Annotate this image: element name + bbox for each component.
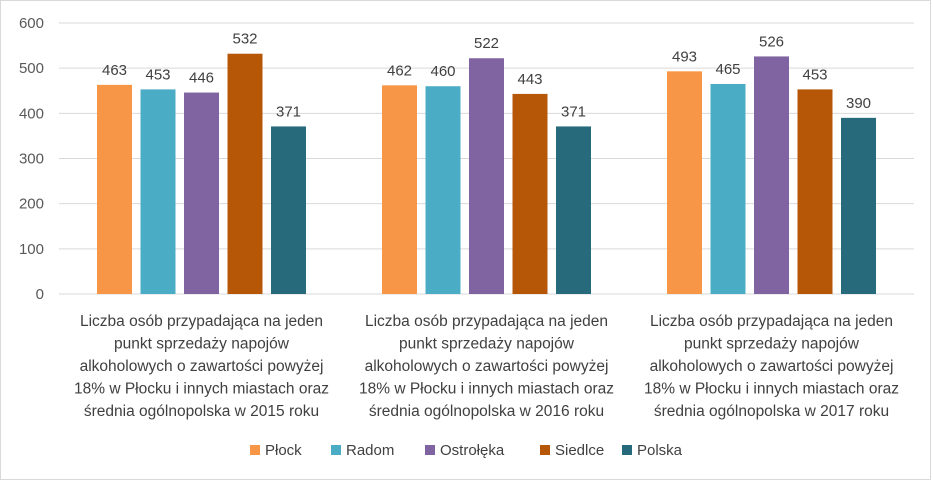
legend-label: Płock: [265, 442, 302, 459]
legend-label: Ostrołęka: [440, 442, 505, 459]
category-label-line: 18% w Płocku i innych miastach oraz: [359, 381, 614, 398]
data-label: 462: [387, 62, 412, 79]
bar: [710, 83, 746, 294]
data-label: 526: [759, 33, 784, 50]
category-label-line: alkoholowych o zawartości powyżej: [80, 358, 324, 375]
data-label: 390: [846, 95, 871, 112]
data-label: 453: [802, 66, 827, 83]
category-label-line: alkoholowych o zawartości powyżej: [365, 358, 609, 375]
legend-label: Radom: [346, 442, 394, 459]
legend-swatch: [540, 445, 550, 455]
category-label-line: Liczba osób przypadająca na jeden: [365, 313, 608, 330]
category-label-line: średnia ogólnopolska w 2017 roku: [654, 403, 889, 420]
data-label: 371: [276, 103, 301, 120]
data-label: 371: [561, 103, 586, 120]
y-tick-label: 100: [19, 241, 44, 258]
category-label-line: średnia ogólnopolska w 2015 roku: [84, 403, 319, 420]
bar: [425, 86, 461, 294]
y-tick-label: 400: [19, 105, 44, 122]
y-tick-label: 600: [19, 15, 44, 32]
bar: [512, 93, 548, 294]
data-label: 460: [430, 63, 455, 80]
category-label-line: punkt sprzedaży napojów: [399, 336, 575, 353]
legend-swatch: [250, 445, 260, 455]
bar: [841, 117, 876, 294]
bar: [754, 56, 789, 294]
data-label: 465: [715, 61, 740, 78]
legend-swatch: [622, 445, 632, 455]
bar: [667, 71, 702, 294]
legend-label: Polska: [637, 442, 683, 459]
bar: [184, 92, 219, 294]
x-category-label: Liczba osób przypadająca na jeden punkt s…: [74, 313, 329, 420]
data-label: 453: [145, 66, 170, 83]
data-label: 443: [517, 71, 542, 88]
x-category-label: Liczba osób przypadająca na jeden punkt s…: [359, 313, 614, 420]
category-label-line: alkoholowych o zawartości powyżej: [650, 358, 894, 375]
bar: [382, 85, 417, 294]
y-tick-label: 300: [19, 151, 44, 168]
category-label-line: Liczba osób przypadająca na jeden: [650, 313, 893, 330]
legend-swatch: [331, 445, 341, 455]
bar: [271, 126, 306, 294]
data-label: 532: [232, 31, 257, 48]
legend-swatch: [425, 445, 435, 455]
bar: [227, 53, 263, 294]
x-category-label: Liczba osób przypadająca na jeden punkt s…: [644, 313, 899, 420]
legend-label: Siedlce: [555, 442, 604, 459]
data-label: 493: [672, 48, 697, 65]
data-label: 446: [189, 70, 214, 87]
y-tick-label: 500: [19, 60, 44, 77]
data-label: 463: [102, 62, 127, 79]
category-label-line: 18% w Płocku i innych miastach oraz: [74, 381, 329, 398]
bar: [469, 58, 504, 295]
bar: [140, 89, 176, 295]
data-label: 522: [474, 35, 499, 52]
y-tick-label: 0: [36, 286, 44, 303]
y-tick-label: 200: [19, 196, 44, 213]
category-label-line: średnia ogólnopolska w 2016 roku: [369, 403, 604, 420]
bar: [797, 89, 833, 295]
category-label-line: punkt sprzedaży napojów: [114, 336, 290, 353]
category-label-line: punkt sprzedaży napojów: [684, 336, 860, 353]
category-label-line: 18% w Płocku i innych miastach oraz: [644, 381, 899, 398]
bar: [556, 126, 591, 294]
bar: [97, 84, 132, 295]
category-label-line: Liczba osób przypadająca na jeden: [80, 313, 323, 330]
